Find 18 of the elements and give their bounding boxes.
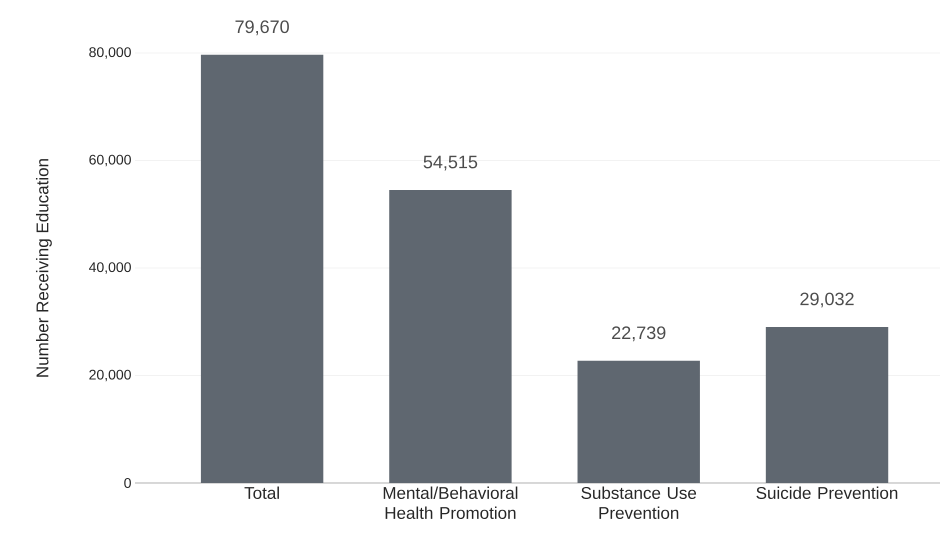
data-label: 22,739 (612, 326, 666, 342)
y-axis-title: Number Receiving Education (36, 159, 52, 377)
data-label: 54,515 (424, 156, 478, 170)
bar (200, 54, 324, 483)
data-label: 79,670 (236, 20, 289, 36)
bar (578, 360, 700, 483)
x-tick-label: Suicide Prevention (756, 486, 898, 500)
y-tick-label: 60,000 (89, 154, 131, 166)
x-tick-label: Total (244, 486, 279, 500)
x-tick-label: Mental/Behavioral Health Promotion (384, 486, 518, 520)
y-tick-label: 80,000 (89, 47, 131, 59)
data-label: 29,032 (800, 292, 854, 308)
y-tick-label: 20,000 (89, 370, 131, 382)
y-tick-label: 40,000 (88, 262, 131, 274)
bar (389, 190, 512, 483)
y-tick-label: 0 (124, 478, 131, 488)
x-tick-label: Substance Use Prevention (581, 486, 696, 520)
bar (766, 326, 888, 483)
